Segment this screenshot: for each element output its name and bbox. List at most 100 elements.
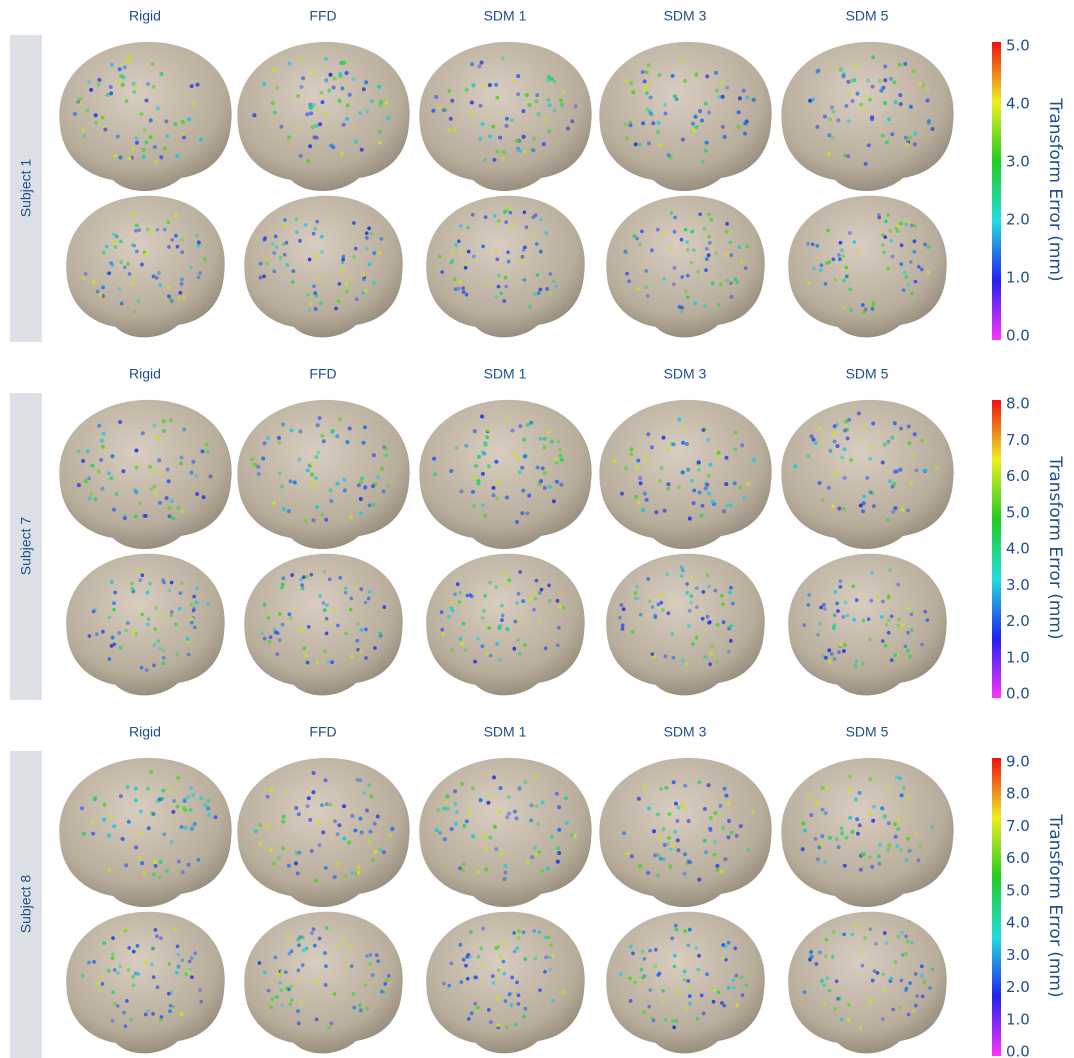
landmark-dot [471,786,475,790]
landmark-dot [927,121,931,125]
landmark-dot [705,257,709,261]
landmark-dot [454,822,458,826]
landmark-dot [711,500,715,504]
landmark-dot [859,868,863,872]
landmark-dot [140,573,144,577]
landmark-dot [90,820,94,824]
landmark-dot [344,591,348,595]
landmark-dot [553,109,557,113]
landmark-dot [195,587,199,591]
landmark-dot [648,949,652,953]
landmark-dot [352,221,356,225]
landmark-dot [271,242,275,246]
landmark-dot [719,283,723,287]
landmark-dot [198,271,202,275]
landmark-dot [715,89,719,93]
landmark-dot [548,103,552,107]
landmark-dot [894,835,898,839]
landmark-dot [107,868,111,872]
landmark-dot [153,627,157,631]
landmark-dot [908,981,912,985]
landmark-dot [727,819,731,823]
landmark-dot [697,468,701,472]
landmark-dot [317,277,321,281]
landmark-dot [681,427,685,431]
landmark-dot [625,272,629,276]
landmark-dot [735,834,739,838]
landmark-dot [310,931,314,935]
landmark-dot [868,638,872,642]
landmark-dot [523,1007,527,1011]
colorbar-tick-label: 8.0 [1006,395,1030,413]
landmark-dot [349,945,353,949]
landmark-dot [666,487,670,491]
landmark-dot [724,482,728,486]
landmark-dot [690,479,694,483]
landmark-dot [105,245,109,249]
landmark-dot [151,62,155,66]
landmark-dot [836,609,840,613]
landmark-dot [102,432,106,436]
landmark-dot [472,504,476,508]
landmark-dot [89,492,93,496]
landmark-dot [126,262,130,266]
landmark-dot [313,944,317,948]
landmark-dot [863,95,867,99]
landmark-dot [634,591,638,595]
landmark-dot [862,426,866,430]
landmark-dot [84,479,88,483]
landmark-dot [525,225,529,229]
landmark-dot [837,253,841,257]
landmark-dot [848,816,852,820]
landmark-dot [338,282,342,286]
landmark-dot [502,960,506,964]
landmark-dot [518,424,522,428]
landmark-dot [548,955,552,959]
landmark-dot [483,84,487,88]
landmark-dot [319,301,323,305]
landmark-dot [627,279,631,283]
landmark-dot [685,442,689,446]
landmark-dot [641,508,645,512]
landmark-dot [277,856,281,860]
landmark-dot [471,834,475,838]
landmark-dot [637,501,641,505]
landmark-dot [725,222,729,226]
landmark-dot [674,802,678,806]
landmark-dot [900,931,904,935]
landmark-dot [116,135,120,139]
landmark-dot [550,835,554,839]
landmark-dot [126,60,130,64]
landmark-dot [169,613,173,617]
landmark-dot [729,586,733,590]
landmark-dot [119,240,123,244]
landmark-dot [345,440,349,444]
landmark-dot [263,637,267,641]
landmark-dot [918,82,922,86]
landmark-dot [252,113,256,117]
landmark-dot [468,955,472,959]
landmark-dot [379,848,383,852]
landmark-dot [318,416,322,420]
landmark-dot [904,988,908,992]
landmark-dot [636,596,640,600]
landmark-dot [357,483,361,487]
landmark-dot [680,310,684,314]
landmark-dot [670,211,674,215]
colorbar-tick-label: 6.0 [1006,467,1030,485]
landmark-dot [847,418,851,422]
landmark-dot [570,833,574,837]
landmark-dot [680,275,684,279]
landmark-dot [310,472,314,476]
landmark-dot [706,573,710,577]
landmark-dot [268,640,272,644]
landmark-dot [138,501,142,505]
landmark-dot [460,489,464,493]
landmark-dot [323,951,327,955]
colorbar-tick-label: 2.0 [1006,978,1030,996]
landmark-dot [159,283,163,287]
landmark-dot [900,979,904,983]
landmark-dot [701,504,705,508]
landmark-dot [282,815,286,819]
landmark-dot [186,637,190,641]
